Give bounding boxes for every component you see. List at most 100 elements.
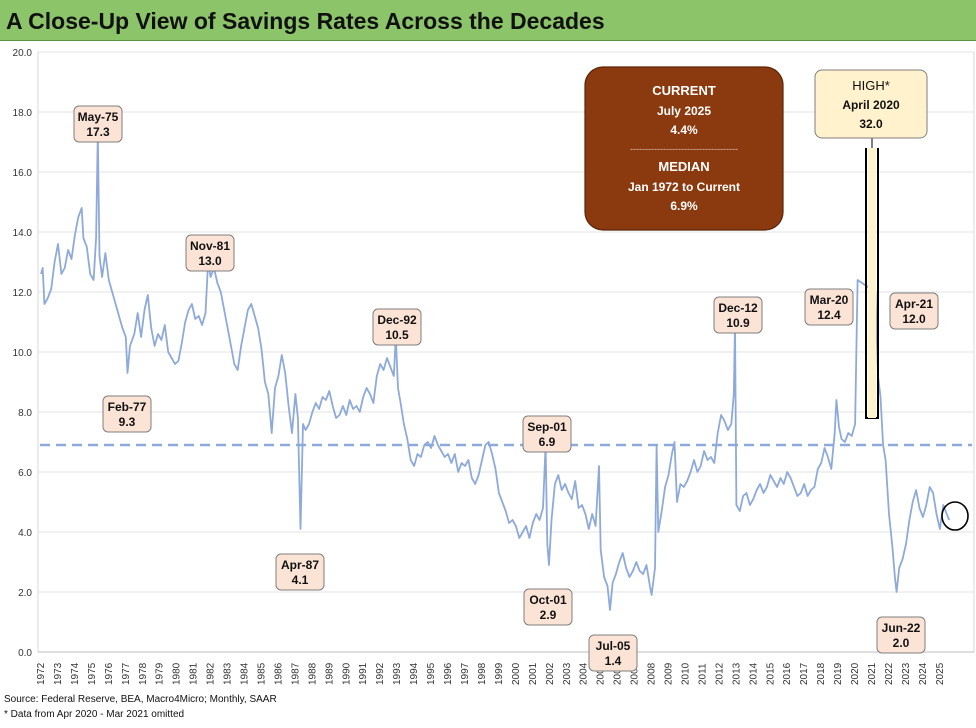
y-tick-label: 0.0 (18, 648, 32, 659)
callout-date: Jul-05 (596, 639, 631, 653)
x-tick-label: 1995 (426, 662, 437, 685)
callout-apr-87: Apr-874.1 (275, 553, 325, 591)
callout-date: Mar-20 (810, 293, 849, 307)
x-tick-label: 2024 (918, 662, 929, 685)
x-tick-label: 1991 (358, 662, 369, 685)
x-tick-label: 2025 (935, 662, 946, 685)
x-tick-label: 2001 (528, 662, 539, 685)
x-tick-label: 1978 (138, 662, 149, 685)
y-axis: 0.0 2.0 4.0 6.0 8.0 10.0 12.0 14.0 16.0 18.0 20.0 (13, 48, 33, 659)
x-tick-label: 1977 (121, 662, 132, 685)
current-period: July 2025 (657, 104, 711, 118)
callout-date: Apr-21 (895, 297, 933, 311)
x-tick-label: 1999 (494, 662, 505, 685)
x-tick-label: 2012 (714, 662, 725, 685)
callout-date: Feb-77 (108, 400, 147, 414)
chart-title: A Close-Up View of Savings Rates Across … (6, 8, 605, 34)
x-tick-label: 1992 (375, 662, 386, 685)
title-bar: A Close-Up View of Savings Rates Across … (0, 0, 976, 41)
x-tick-label: 1985 (256, 662, 267, 685)
x-tick-label: 2005 (596, 662, 607, 685)
median-heading: MEDIAN (658, 159, 709, 174)
x-tick-label: 1989 (324, 662, 335, 685)
y-tick-label: 6.0 (18, 468, 32, 479)
y-tick-label: 8.0 (18, 408, 32, 419)
x-tick-label: 2002 (545, 662, 556, 685)
x-tick-label: 1993 (392, 662, 403, 685)
high-period: April 2020 (842, 98, 900, 112)
x-tick-label: 2022 (884, 662, 895, 685)
x-tick-label: 2017 (799, 662, 810, 685)
callout-value: 12.0 (902, 312, 926, 326)
x-tick-label: 1983 (223, 662, 234, 685)
y-tick-label: 14.0 (13, 228, 33, 239)
x-tick-label: 2019 (833, 662, 844, 685)
x-tick-label: 1986 (273, 662, 284, 685)
callout-date: Jun-22 (882, 621, 921, 635)
callout-date: Apr-87 (281, 558, 319, 572)
callout-value: 13.0 (198, 254, 222, 268)
callout-date: Oct-01 (529, 593, 567, 607)
high-box: HIGH* April 2020 32.0 (814, 69, 928, 139)
x-tick-label: 1972 (36, 662, 47, 685)
x-tick-label: 1988 (307, 662, 318, 685)
x-tick-label: 2015 (765, 662, 776, 685)
callout-jul-05: Jul-051.4 (588, 634, 638, 672)
y-tick-label: 20.0 (13, 48, 33, 59)
x-tick-label: 2018 (816, 662, 827, 685)
callout-value: 9.3 (119, 415, 136, 429)
callout-value: 2.9 (540, 608, 557, 622)
y-tick-label: 2.0 (18, 588, 32, 599)
x-tick-label: 2010 (680, 662, 691, 685)
median-value: 6.9% (670, 199, 698, 213)
x-tick-label: 1987 (290, 662, 301, 685)
x-tick-label: 1976 (104, 662, 115, 685)
y-tick-label: 16.0 (13, 168, 33, 179)
median-period: Jan 1972 to Current (628, 180, 740, 194)
x-tick-label: 2021 (867, 662, 878, 685)
x-tick-label: 2006 (613, 662, 624, 685)
x-tick-label: 1990 (341, 662, 352, 685)
x-tick-label: 1994 (409, 662, 420, 685)
callout-value: 17.3 (86, 125, 110, 139)
x-tick-label: 2003 (562, 662, 573, 685)
high-heading: HIGH* (852, 78, 890, 93)
x-tick-label: 2016 (782, 662, 793, 685)
callout-sep-01: Sep-016.9 (522, 415, 572, 453)
x-tick-label: 2009 (664, 662, 675, 685)
x-tick-label: 1998 (477, 662, 488, 685)
callout-value: 6.9 (539, 435, 556, 449)
current-circle (941, 501, 969, 531)
x-tick-label: 1974 (70, 662, 81, 685)
current-value: 4.4% (670, 123, 698, 137)
callout-mar-20: Mar-2012.4 (804, 288, 854, 326)
footer-note: * Data from Apr 2020 - Mar 2021 omitted (4, 709, 185, 720)
y-tick-label: 4.0 (18, 528, 32, 539)
x-tick-label: 2008 (647, 662, 658, 685)
y-tick-label: 10.0 (13, 348, 33, 359)
callout-value: 10.9 (726, 316, 750, 330)
callout-date: Sep-01 (527, 420, 567, 434)
x-tick-label: 2004 (579, 662, 590, 685)
x-tick-label: 2000 (511, 662, 522, 685)
callout-value: 10.5 (385, 328, 409, 342)
callout-oct-01: Oct-012.9 (523, 588, 573, 626)
x-tick-label: 2020 (850, 662, 861, 685)
x-tick-label: 1981 (189, 662, 200, 685)
x-tick-label: 1982 (206, 662, 217, 685)
callout-date: May-75 (78, 110, 119, 124)
callout-date: Dec-92 (377, 313, 417, 327)
callout-date: Nov-81 (190, 239, 230, 253)
callout-feb-77: Feb-779.3 (102, 395, 152, 433)
y-tick-label: 12.0 (13, 288, 33, 299)
x-axis: 1972 1973 1974 1975 1976 1977 1978 1979 1980 1981… (36, 651, 974, 685)
footer-source: Source: Federal Reserve, BEA, Macro4Micr… (4, 694, 277, 705)
callout-jun-22: Jun-222.0 (876, 616, 926, 654)
x-tick-label: 1979 (155, 662, 166, 685)
